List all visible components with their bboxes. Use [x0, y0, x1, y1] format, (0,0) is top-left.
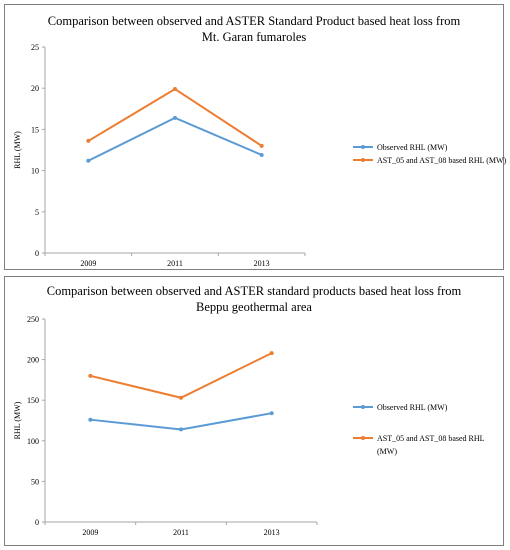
y-axis-label: RHL (MW): [13, 401, 22, 439]
legend-swatch-marker: [361, 158, 365, 162]
y-tick-label: 25: [31, 43, 39, 52]
y-tick-label: 20: [31, 84, 39, 93]
series-1-point: [88, 373, 93, 378]
chart-svg-top: 0 5 10 15 20 25 2009 2011 2013 RHL (MW) Observed R…: [13, 43, 507, 268]
y-tick-label: 10: [31, 167, 39, 176]
x-tick-label: 2011: [167, 259, 183, 268]
x-tick-label: 2011: [173, 528, 189, 537]
x-tick-label: 2009: [80, 259, 96, 268]
chart-title-line-1: Comparison between observed and ASTER st…: [46, 284, 462, 298]
series-1-point: [179, 395, 183, 400]
series-1-point: [259, 143, 264, 148]
series-0-point: [269, 411, 274, 416]
legend-swatch-marker: [361, 405, 365, 409]
y-tick-label: 200: [27, 356, 39, 365]
series-0-point: [173, 115, 177, 120]
x-tick-label: 2013: [264, 528, 280, 537]
series-line-0: [90, 412, 272, 431]
y-axis-label: RHL (MW): [13, 131, 22, 169]
legend-label: Observed RHL (MW): [377, 143, 448, 152]
y-tick-label: 150: [27, 396, 39, 405]
chart-title: Comparison between observed and ASTER St…: [5, 13, 503, 45]
legend-swatch-marker: [361, 436, 365, 440]
chart-title-line-2: Mt. Garan fumaroles: [201, 30, 307, 44]
chart-panel-bottom: Comparison between observed and ASTER st…: [4, 276, 504, 546]
legend-swatch-marker: [361, 145, 365, 149]
legend-label: AST_05 and AST_08 based RHL (MW): [377, 156, 507, 165]
y-tick-label: 0: [35, 518, 39, 527]
series-1-point: [269, 351, 274, 356]
series-1-point: [86, 138, 91, 143]
legend-label: (MW): [377, 447, 397, 456]
y-tick-label: 5: [35, 208, 39, 217]
series-0-point: [88, 417, 93, 422]
y-tick-label: 250: [27, 315, 39, 324]
y-tick-label: 100: [27, 437, 39, 446]
chart-title-line-1: Comparison between observed and ASTER St…: [47, 14, 461, 28]
series-0-point: [179, 427, 183, 432]
chart-title: Comparison between observed and ASTER st…: [5, 283, 503, 315]
series-0-point: [86, 158, 91, 163]
y-tick-label: 0: [35, 249, 39, 258]
series-1-point: [173, 87, 177, 92]
x-tick-label: 2013: [254, 259, 270, 268]
y-tick-label: 15: [31, 125, 39, 134]
chart-panel-top: Comparison between observed and ASTER St…: [4, 4, 507, 270]
chart-svg-bottom: 0 50 100 150 200 250 2009 2011 2013 RHL (MW) Obser…: [13, 315, 485, 537]
legend-label: Observed RHL (MW): [377, 403, 448, 412]
series-line-1: [90, 352, 273, 399]
y-tick-label: 50: [31, 477, 39, 486]
x-tick-label: 2009: [82, 528, 98, 537]
legend-label: AST_05 and AST_08 based RHL: [377, 434, 485, 443]
chart-title-line-2: Beppu geothermal area: [196, 300, 312, 314]
series-0-point: [259, 152, 264, 157]
